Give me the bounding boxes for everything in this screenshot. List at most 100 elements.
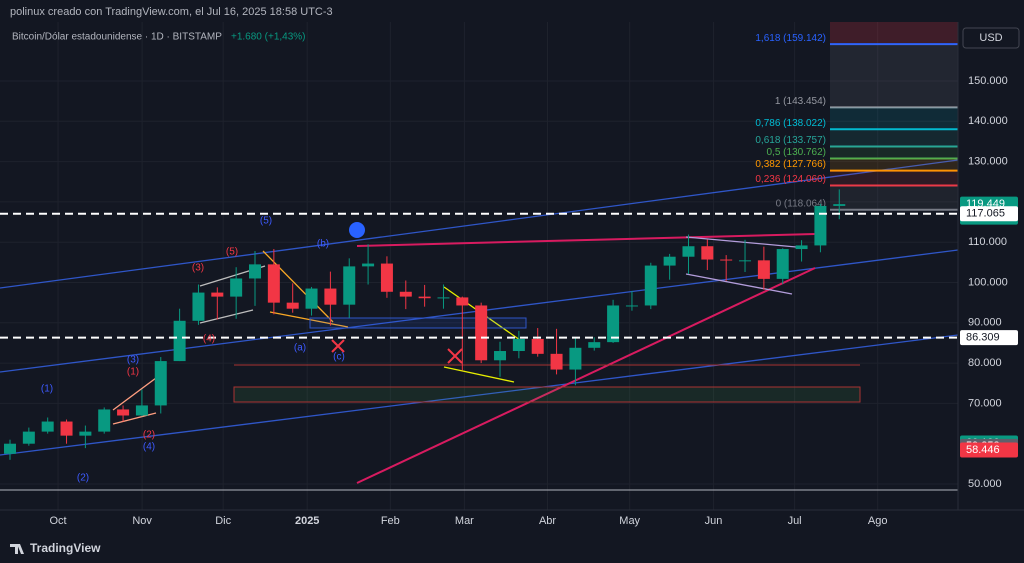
y-tick-label: 80.000 xyxy=(968,357,1002,369)
change: +1.680 (+1,43%) xyxy=(231,32,306,43)
price-tag xyxy=(960,206,1018,222)
x-tick-label: Jun xyxy=(705,515,723,527)
candle-body xyxy=(60,421,73,436)
currency[interactable]: USD xyxy=(979,32,1002,44)
candle-body xyxy=(550,353,563,370)
price-tag-label: 58.446 xyxy=(966,444,1000,456)
candle-body xyxy=(531,338,544,354)
x-tick-label: Oct xyxy=(49,515,66,527)
candles xyxy=(3,189,846,460)
candle-body xyxy=(569,347,582,370)
price-tag xyxy=(960,442,1018,458)
candle-body xyxy=(230,278,243,297)
wave-label: (a) xyxy=(294,343,306,354)
x-tick-label: May xyxy=(619,515,640,527)
y-tick-label: 100.000 xyxy=(968,276,1008,288)
x-tick-label: 2025 xyxy=(295,515,319,527)
wave-label: (3) xyxy=(127,355,139,366)
candle-body xyxy=(720,259,733,261)
candle-body xyxy=(362,263,375,267)
credit: polinux creado con TradingView.com, el J… xyxy=(10,6,333,18)
wave-label: (1) xyxy=(41,384,53,395)
candle-body xyxy=(305,288,318,309)
wave-label: (3) xyxy=(192,263,204,274)
wave-label: (2) xyxy=(77,473,89,484)
candle-body xyxy=(324,288,337,305)
fib-label: 0,618 (133.757) xyxy=(755,135,826,146)
x-tick-label: Abr xyxy=(539,515,556,527)
candle-body xyxy=(814,205,827,246)
price-tag-label: 86.309 xyxy=(966,332,1000,344)
candle-body xyxy=(512,338,525,352)
wave-label: (4) xyxy=(203,334,215,345)
fib-band xyxy=(830,129,958,147)
candle-body xyxy=(607,305,620,343)
candle-body xyxy=(22,431,35,444)
wave-label: (c) xyxy=(333,352,345,363)
candle-body xyxy=(418,296,431,299)
candle-body xyxy=(249,264,262,279)
x-tick-label: Dic xyxy=(215,515,231,527)
candle-body xyxy=(41,421,54,432)
fib-label: 0 (118.064) xyxy=(776,198,826,209)
candle-body xyxy=(79,431,92,436)
candle-body xyxy=(211,292,224,297)
fibonacci: 1,618 (159.142) 1 (143.454) 0,786 (138.022… xyxy=(755,22,958,211)
y-tick-label: 90.000 xyxy=(968,317,1002,329)
candle-body xyxy=(380,263,393,292)
candle-body xyxy=(343,266,356,305)
wave-label: (b) xyxy=(317,239,329,250)
fib-label: 0,5 (130.762) xyxy=(767,147,827,158)
candle-body xyxy=(701,246,714,260)
candle-body xyxy=(644,265,657,306)
y-tick-label: 150.000 xyxy=(968,75,1008,87)
price-tags: 119.44902:01:46117.06586.30960.19059.353… xyxy=(0,196,1018,458)
y-tick-label: 70.000 xyxy=(968,397,1002,409)
y-tick-label: 130.000 xyxy=(968,156,1008,168)
fib-label: 1,618 (159.142) xyxy=(755,33,826,44)
annotations: (1) (2) (3) (4) (1) (2) (3) (4) (5) (5) (a) (b) (c) xyxy=(41,216,345,484)
candle-body xyxy=(588,342,601,348)
x-tick-label: Jul xyxy=(788,515,802,527)
candle-body xyxy=(399,291,412,297)
x-tick-label: Feb xyxy=(381,515,400,527)
candle-body xyxy=(795,245,808,250)
price-tag xyxy=(960,330,1018,346)
candle-body xyxy=(625,305,638,307)
candle-body xyxy=(98,409,111,432)
y-tick-label: 50.000 xyxy=(968,478,1002,490)
fib-band xyxy=(830,22,958,45)
candle-body xyxy=(192,292,205,321)
candle-body xyxy=(456,297,469,306)
x-tick-label: Nov xyxy=(132,515,152,527)
fib-band xyxy=(830,170,958,186)
x-tick-label: Mar xyxy=(455,515,474,527)
candle-body xyxy=(117,409,130,416)
wave-label: (4) xyxy=(143,442,155,453)
y-tick-label: 140.000 xyxy=(968,115,1008,127)
fib-label: 0,786 (138.022) xyxy=(755,118,826,129)
candle-body xyxy=(663,256,676,266)
fib-label: 0,382 (127.766) xyxy=(755,159,826,170)
grid: 50.00070.00080.00090.000100.000110.00012… xyxy=(0,22,1008,527)
fib-label: 1 (143.454) xyxy=(775,96,826,107)
brand: TradingView xyxy=(30,541,101,555)
wave-label: (1) xyxy=(127,367,139,378)
candle-body xyxy=(437,297,450,299)
fib-band xyxy=(830,185,958,210)
candle-body xyxy=(267,264,280,303)
fib-label: 0,236 (124.060) xyxy=(755,174,826,185)
candle-body xyxy=(739,260,752,262)
wave-label: (5) xyxy=(260,216,272,227)
logo xyxy=(10,544,24,554)
candle-body xyxy=(286,302,299,309)
currency-button[interactable] xyxy=(962,27,1020,49)
fib-band xyxy=(830,44,958,108)
candle-body xyxy=(173,320,186,362)
candle-body xyxy=(475,305,488,361)
candle-body xyxy=(135,405,148,416)
candle-body xyxy=(833,204,846,206)
y-tick-label: 110.000 xyxy=(968,236,1007,248)
